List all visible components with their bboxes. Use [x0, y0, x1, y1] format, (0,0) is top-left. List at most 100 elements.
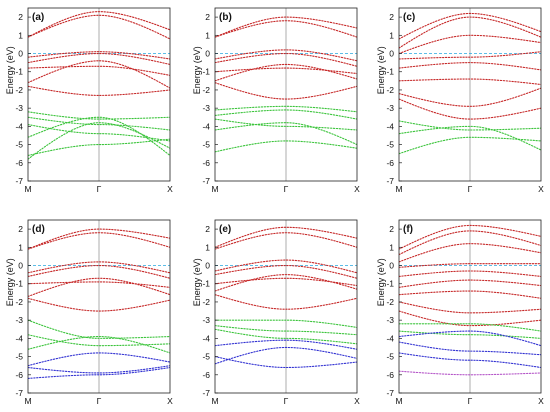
band-line-green: [215, 122, 357, 146]
band-line-red: [215, 274, 357, 292]
y-tick-label: -7: [15, 388, 23, 398]
x-tick-label: M: [211, 396, 218, 406]
y-tick-label: -4: [386, 333, 394, 343]
band-line-red: [215, 82, 357, 100]
y-tick-label: -4: [15, 121, 23, 131]
y-tick-label: 1: [389, 242, 394, 252]
band-line-red: [399, 301, 541, 314]
y-tick-label: -1: [15, 67, 23, 77]
band-line-green: [399, 323, 541, 332]
y-tick-label: -4: [202, 333, 210, 343]
band-line-red: [215, 20, 357, 38]
y-tick-label: -2: [15, 297, 23, 307]
x-tick-label: M: [211, 184, 218, 194]
panel-label: (c): [403, 12, 415, 23]
band-line-red: [28, 261, 170, 274]
y-tick-label: 0: [18, 49, 23, 59]
y-tick-label: -1: [202, 279, 210, 289]
band-line-blue: [399, 341, 541, 356]
y-tick-label: -6: [386, 158, 394, 168]
y-tick-label: -7: [202, 388, 210, 398]
band-line-green: [28, 138, 170, 157]
band-line-green: [215, 105, 357, 113]
y-tick-label: -3: [15, 103, 23, 113]
band-line-red: [28, 14, 170, 40]
band-line-blue: [215, 346, 357, 365]
band-line-red: [399, 34, 541, 55]
y-tick-label: -5: [386, 140, 394, 150]
band-line-blue: [28, 365, 170, 374]
plot-frame: [214, 219, 358, 394]
y-tick-label: -6: [202, 370, 210, 380]
y-tick-label: -3: [15, 315, 23, 325]
band-line-red: [28, 85, 170, 96]
band-line-red: [215, 67, 357, 75]
y-axis-label: Energy (eV): [5, 46, 15, 94]
band-line-green: [399, 120, 541, 131]
y-tick-label: -1: [15, 279, 23, 289]
band-line-blue: [215, 356, 357, 369]
band-line-red: [399, 87, 541, 107]
panel-b: 2 1 0 -1 -2 -3 -4 -5 -6 -7M Γ X Energy (eV) (b): [192, 7, 360, 194]
band-line-red: [399, 16, 541, 49]
y-tick-label: -5: [15, 352, 23, 362]
plot-frame: [27, 219, 171, 394]
y-tick-label: -3: [386, 315, 394, 325]
y-tick-label: -2: [386, 297, 394, 307]
band-line-blue: [28, 352, 170, 367]
band-line-green: [215, 109, 357, 120]
y-tick-label: 0: [389, 49, 394, 59]
band-line-green: [215, 328, 357, 345]
plot-frame: [27, 7, 171, 182]
y-tick-label: -4: [15, 333, 23, 343]
panel-label: (d): [32, 224, 45, 235]
y-tick-label: -5: [386, 352, 394, 362]
plot-frame: [214, 7, 358, 182]
y-tick-label: 2: [389, 12, 394, 22]
y-tick-label: 2: [205, 12, 210, 22]
band-line-red: [28, 60, 170, 89]
y-tick-label: -3: [386, 103, 394, 113]
band-line-blue: [399, 330, 541, 347]
band-line-green: [28, 122, 170, 160]
band-line-red: [28, 281, 170, 288]
panel-f: 2 1 0 -1 -2 -3 -4 -5 -6 -7M Γ X Energy (eV) (f): [376, 219, 544, 406]
band-line-red: [28, 232, 170, 250]
x-tick-label: X: [167, 184, 173, 194]
y-tick-label: 0: [389, 261, 394, 271]
band-line-red: [215, 294, 357, 310]
y-tick-label: -1: [386, 279, 394, 289]
band-line-blue: [215, 339, 357, 350]
band-line-red: [399, 279, 541, 288]
x-tick-label: M: [24, 396, 31, 406]
y-tick-label: 1: [18, 30, 23, 40]
band-line-green: [28, 111, 170, 120]
band-line-red: [215, 259, 357, 274]
panel-d: 2 1 0 -1 -2 -3 -4 -5 -6 -7M Γ X Energy (eV) (d): [5, 219, 173, 406]
y-axis-label: Energy (eV): [192, 258, 202, 306]
y-tick-label: 0: [205, 261, 210, 271]
y-tick-label: 0: [18, 261, 23, 271]
y-tick-label: -5: [202, 352, 210, 362]
band-line-red: [215, 264, 357, 279]
x-tick-label: X: [354, 184, 360, 194]
panel-label: (a): [32, 12, 44, 23]
x-tick-label: X: [538, 396, 544, 406]
plot-frame: [398, 219, 542, 394]
x-tick-label: Γ: [284, 396, 289, 406]
y-axis-label: Energy (eV): [376, 258, 386, 306]
y-tick-label: -7: [15, 176, 23, 186]
band-line-green: [28, 116, 170, 131]
y-tick-label: -2: [15, 85, 23, 95]
y-axis-label: Energy (eV): [5, 258, 15, 306]
y-tick-label: -6: [202, 158, 210, 168]
panel-label: (e): [219, 224, 231, 235]
panel-label: (b): [219, 12, 232, 23]
plot-frame: [398, 7, 542, 182]
y-tick-label: 2: [18, 224, 23, 234]
panel-c: 2 1 0 -1 -2 -3 -4 -5 -6 -7M Γ X Energy (eV) (c): [376, 7, 544, 194]
band-line-red: [399, 12, 541, 40]
y-tick-label: -6: [386, 370, 394, 380]
band-line-red: [28, 11, 170, 38]
y-axis-label: Energy (eV): [192, 46, 202, 94]
